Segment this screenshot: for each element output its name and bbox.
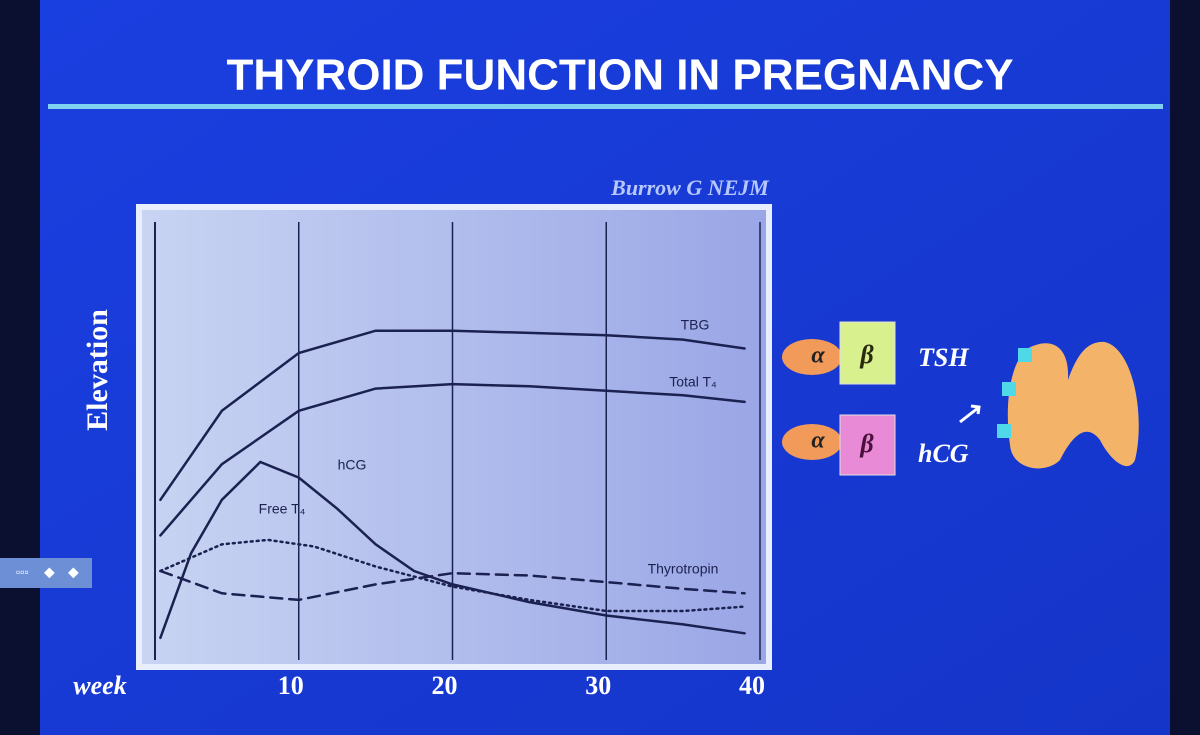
thyroid [1007,341,1139,469]
alpha-oval [782,424,842,460]
plot-area [142,210,766,664]
x-tick-label: 10 [278,671,304,700]
beta-label: β [859,429,874,458]
alpha-label: α [811,343,825,369]
series-line [159,569,746,602]
x-tick-label: 40 [739,671,765,700]
nav-bar[interactable] [0,558,92,588]
receptor [1002,382,1016,396]
receptor [997,424,1011,438]
hcg-label: hCG [918,439,969,468]
title: THYROID FUNCTION IN PREGNANCY [226,51,1013,100]
series-label: Free T₄ [259,501,306,517]
series-line [159,460,746,640]
arrow [959,404,981,424]
series-label: TBG [681,317,710,333]
beta-box [839,414,896,476]
nav-prev[interactable]: ◆ [44,564,55,580]
nav-buttons[interactable]: ▫▫▫ ◆ ◆ [0,558,92,588]
x-tick-label: 20 [432,671,458,700]
alpha-oval [782,339,842,375]
x-tick-label: 30 [585,671,611,700]
series-label: hCG [338,457,367,473]
source: Burrow G NEJM [610,175,770,200]
beta-box [839,321,896,385]
title-rule [48,104,1163,109]
x-label: week [73,671,126,700]
nav-menu[interactable]: ▫▫▫ [16,565,29,579]
series-line [159,538,746,613]
hormone-diagram: α β α β TSH hCG [782,321,1139,476]
series-line [159,329,746,502]
receptor [1018,348,1032,362]
nav-next[interactable]: ◆ [68,564,79,580]
series-label: Total T₄ [669,374,717,390]
tsh-label: TSH [918,343,969,372]
alpha-label: α [811,428,825,454]
y-label: Elevation [81,309,114,431]
series-line [159,382,746,537]
series-label: Thyrotropin [648,561,719,577]
beta-label: β [859,340,874,369]
